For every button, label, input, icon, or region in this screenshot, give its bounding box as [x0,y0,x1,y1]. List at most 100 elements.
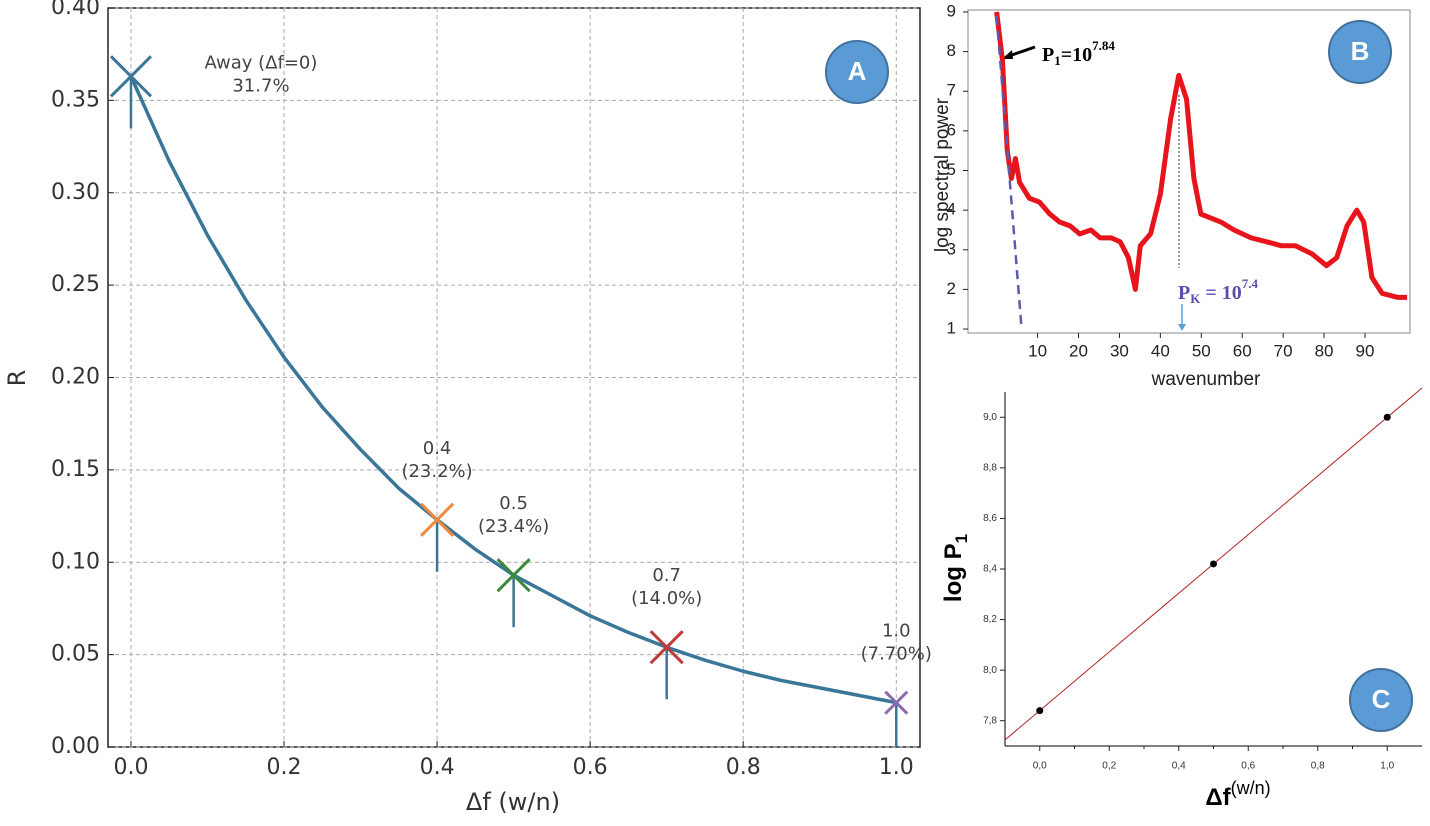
point-annotation: 0.5 [499,493,528,514]
panel-badge-label: A [848,56,867,86]
point-annotation: 0.4 [423,438,452,459]
label-part: K [1190,291,1201,306]
x-tick-label: 10 [1028,341,1047,360]
label-part: = 10 [1200,282,1241,304]
label-part: P [1042,44,1054,66]
y-tick-label: 4 [947,200,956,219]
label-part: P [1178,282,1190,304]
x-tick-label: 0,8 [1311,761,1325,772]
point-annotation: (14.0%) [631,588,702,609]
point-annotation: 0.7 [652,565,681,586]
y-tick-label: 8,2 [983,614,997,625]
arrow-head [1178,324,1186,331]
x-tick-label: 40 [1151,341,1170,360]
series-line [995,15,1023,330]
y-tick-label: 0.40 [51,0,100,20]
marker-stroke [420,502,455,537]
label-part: (w/n) [1231,778,1271,798]
point-annotation: 31.7% [232,75,289,96]
marker [884,690,909,747]
x-tick-label: 20 [1069,341,1088,360]
x-tick-label: 0.8 [726,755,761,780]
marker [420,502,455,572]
x-axis-label: wavenumber [1151,369,1261,390]
y-tick-label: 8,0 [983,665,997,676]
label-part: 1 [952,534,971,543]
y-tick-label: 0.00 [51,734,100,759]
panel-badge [1328,20,1392,84]
y-axis-label: R [3,370,31,387]
label-part: 1 [1054,53,1061,68]
y-axis-label: log P1 [940,534,971,602]
data-point [1383,413,1391,421]
y-tick-label: 7 [947,81,956,100]
y-tick-label: 9,0 [983,412,997,423]
plot-frame [967,9,1411,334]
y-tick-label: 8,8 [983,462,997,473]
x-tick-label: 0.4 [420,755,455,780]
marker [109,55,153,129]
data-point [1036,707,1044,715]
panel-badge-label: B [1351,36,1370,66]
y-tick-label: 0.15 [51,457,100,482]
y-tick-label: 2 [947,279,956,298]
x-tick-label: 50 [1192,341,1211,360]
point-annotation: (7.70%) [861,644,932,665]
arrow-head [1002,50,1013,59]
point-annotation: 1.0 [882,621,911,642]
y-tick-label: 8,6 [983,513,997,524]
label-part: 7.4 [1242,276,1259,291]
marker-stroke [649,630,684,665]
x-tick-label: 60 [1233,341,1252,360]
x-tick-label: 0.0 [113,755,148,780]
formula-annotation: PK = 107.4 [1178,276,1259,306]
point-annotation: (23.2%) [401,461,472,482]
y-tick-label: 0.30 [51,180,100,205]
x-tick-label: 1,0 [1380,761,1394,772]
x-tick-label: 90 [1356,341,1375,360]
x-tick-label: 0,0 [1033,761,1047,772]
y-axis-label: log spectral power [932,97,953,252]
point-annotation: Away (Δf=0) [204,52,317,73]
y-tick-label: 8,4 [983,564,997,575]
y-tick-label: 0.25 [51,272,100,297]
formula-annotation: P1=107.84 [1042,38,1115,68]
y-tick-label: 8 [947,41,956,60]
x-tick-label: 0.2 [267,755,302,780]
label-part: 7.84 [1092,38,1115,53]
point-annotation: (23.4%) [478,516,549,537]
x-tick-label: 0,2 [1102,761,1116,772]
y-tick-label: 1 [947,319,956,338]
x-tick-label: 70 [1274,341,1293,360]
label-part: Δf [1205,784,1231,811]
y-tick-label: 7,8 [983,715,997,726]
x-axis-label: Δf (w/n) [466,788,560,816]
x-axis-label: Δf(w/n) [1205,778,1270,812]
x-tick-label: 1.0 [879,755,914,780]
label-part: =10 [1061,44,1092,66]
marker-stroke [496,558,531,593]
x-tick-label: 0.6 [573,755,608,780]
marker-stroke [884,690,909,715]
y-tick-label: 0.05 [51,642,100,667]
marker [649,630,684,700]
y-tick-label: 5 [947,160,956,179]
series-line [994,11,1408,300]
y-tick-label: 6 [947,120,956,139]
y-tick-label: 0.35 [51,87,100,112]
panel-badge [825,40,889,104]
x-tick-label: 80 [1315,341,1334,360]
y-tick-label: 0.20 [51,365,100,390]
x-tick-label: 30 [1110,341,1129,360]
panel-badge-label: C [1372,684,1391,714]
y-tick-label: 0.10 [51,549,100,574]
marker [496,558,531,628]
data-point [1210,560,1217,568]
y-tick-label: 9 [947,1,956,20]
x-tick-label: 0,6 [1241,761,1255,772]
label-part: log P [940,543,967,602]
marker-stroke [109,55,153,98]
panel-badge [1349,668,1413,732]
x-tick-label: 0,4 [1172,761,1186,772]
